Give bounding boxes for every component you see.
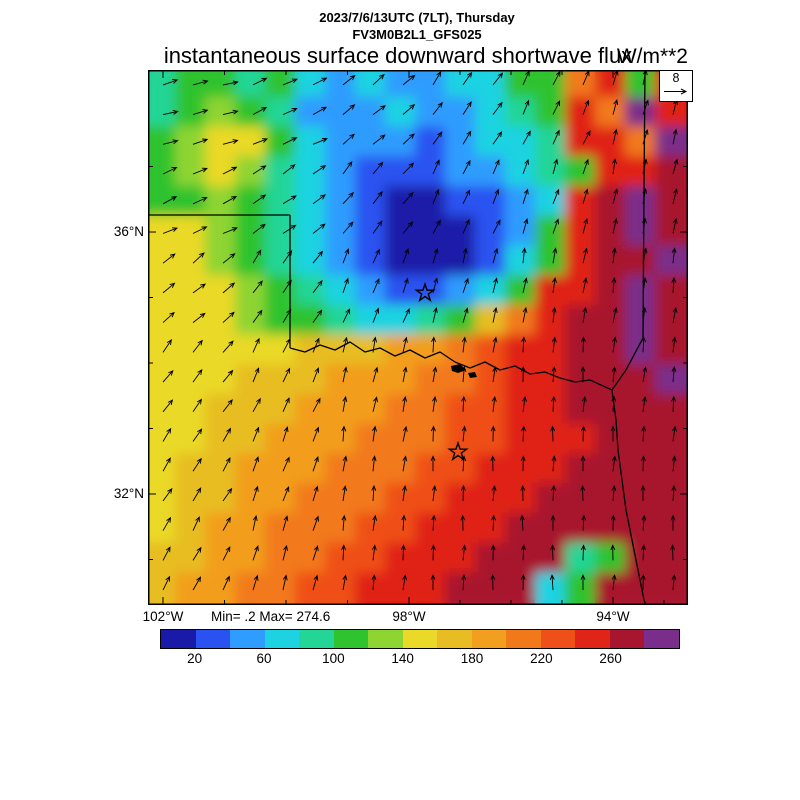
- colorbar-segment: [437, 630, 472, 648]
- lon-axis-label: 98°W: [392, 609, 426, 624]
- minmax-label: Min= .2 Max= 274.6: [211, 609, 331, 624]
- map-layers: [148, 70, 688, 605]
- colorbar-segment: [402, 630, 438, 648]
- location-star: [414, 281, 436, 303]
- colorbar-segment: [644, 630, 679, 648]
- wind-vector-layer: [162, 70, 679, 591]
- lat-axis-label: 32°N: [113, 486, 144, 501]
- colorbar-segment: [506, 630, 541, 648]
- colorbar-segment: [368, 630, 403, 648]
- colorbar-tick-label: 20: [187, 651, 203, 666]
- datetime-title: 2023/7/6/13UTC (7LT), Thursday: [319, 10, 515, 25]
- colorbar-segment: [299, 630, 334, 648]
- colorbar-tick-label: 140: [391, 651, 414, 666]
- colorbar-segment: [195, 630, 231, 648]
- lon-axis-label: 94°W: [596, 609, 630, 624]
- colorbar: [160, 629, 680, 649]
- model-title: FV3M0B2L1_GFS025: [352, 27, 482, 42]
- lake-shape: [468, 372, 477, 378]
- lat-axis-label: 36°N: [113, 224, 144, 239]
- colorbar-segment: [161, 630, 196, 648]
- colorbar-segment: [540, 630, 576, 648]
- colorbar-segment: [230, 630, 265, 648]
- colorbar-segment: [609, 630, 645, 648]
- red-river-border: [289, 341, 613, 391]
- colorbar-tick-label: 100: [322, 651, 345, 666]
- reference-vector-box: 8: [659, 70, 693, 102]
- colorbar-segment: [333, 630, 369, 648]
- units-label: W/m**2: [616, 45, 688, 68]
- colorbar-tick-label: 60: [256, 651, 272, 666]
- reference-arrow-icon: [664, 88, 688, 95]
- lon-axis-label: 102°W: [142, 609, 184, 624]
- colorbar-segment: [264, 630, 300, 648]
- reference-vector-value: 8: [672, 71, 680, 85]
- colorbar-tick-label: 220: [530, 651, 553, 666]
- map-canvas: [148, 70, 688, 605]
- location-star: [447, 440, 469, 462]
- map-frame: [148, 70, 688, 605]
- colorbar-segment: [575, 630, 610, 648]
- colorbar-tick-label: 180: [460, 651, 484, 666]
- colorbar-segment: [471, 630, 507, 648]
- texas-east-border: [611, 389, 647, 605]
- colorbar-tick-label: 260: [599, 651, 622, 666]
- plot-title: instantaneous surface downward shortwave…: [163, 43, 633, 68]
